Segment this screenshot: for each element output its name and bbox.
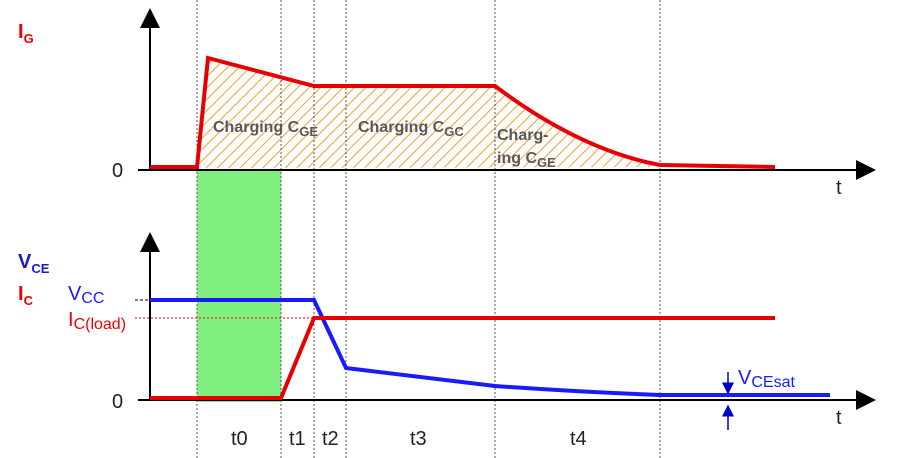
t-label: t xyxy=(836,177,842,199)
interval-label: t4 xyxy=(570,428,587,450)
label-main: V xyxy=(18,251,32,273)
label-sub: CC xyxy=(81,290,104,307)
label-main: Charging C xyxy=(358,119,445,136)
label-sub: GE xyxy=(299,124,318,139)
label-main: I xyxy=(18,283,24,305)
label-sub: G xyxy=(24,31,34,46)
vcesat-label: VCEsat xyxy=(738,367,795,391)
label-sub: CEsat xyxy=(751,374,795,391)
interval-label: t2 xyxy=(322,428,339,450)
t-label: t xyxy=(836,407,842,429)
ic-label: IC xyxy=(18,283,34,308)
phase-label: ing CGE xyxy=(497,150,556,170)
label-main: V xyxy=(738,367,752,389)
label-main: I xyxy=(68,309,74,331)
interval-label: t3 xyxy=(410,428,427,450)
phase-label: Charging CGE xyxy=(213,119,318,139)
label-sub: GC xyxy=(444,124,464,139)
label-sub: GE xyxy=(537,155,556,170)
ic-waveform xyxy=(150,316,775,400)
label-main: V xyxy=(68,283,82,305)
phase-label: Charg- xyxy=(497,127,549,144)
ig-label: IG xyxy=(18,21,34,46)
gate-current xyxy=(150,55,776,169)
green-region xyxy=(197,170,281,402)
interval-label: t0 xyxy=(231,428,248,450)
zero-label: 0 xyxy=(112,160,123,182)
ic-load-label: IC(load) xyxy=(68,309,126,333)
vce-label: VCE xyxy=(18,251,50,276)
label-sub: C(load) xyxy=(74,316,126,333)
zero-label: 0 xyxy=(112,391,123,413)
vce-waveform xyxy=(150,298,830,397)
hatch-area xyxy=(197,58,660,168)
label-sub: C xyxy=(24,293,34,308)
label-sub: CE xyxy=(31,261,49,276)
vcc-label: VCC xyxy=(68,283,104,307)
label-main: ing C xyxy=(497,150,537,167)
label-main: Charging C xyxy=(213,119,300,136)
label-main: I xyxy=(18,21,24,43)
phase-label: Charging CGC xyxy=(358,119,464,139)
interval-label: t1 xyxy=(289,428,306,450)
